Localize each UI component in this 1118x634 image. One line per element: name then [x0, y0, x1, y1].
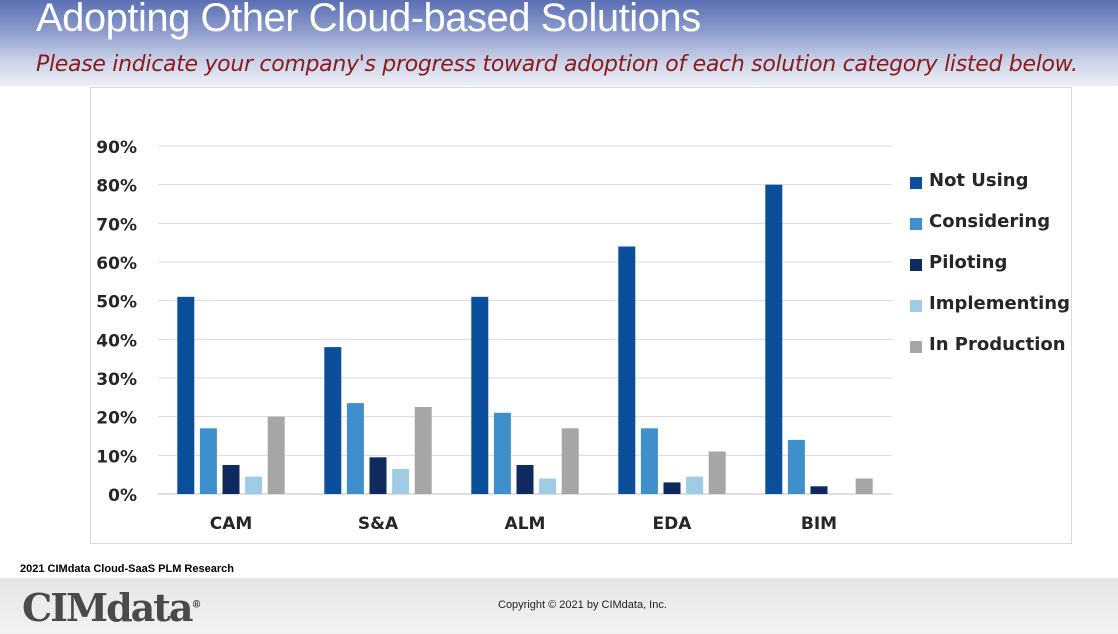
bar-piloting-bim — [810, 486, 828, 494]
bar-piloting-alm — [516, 465, 534, 494]
bar-in-production-cam — [267, 416, 285, 494]
y-tick-label: 40% — [96, 331, 137, 351]
header-banner: Adopting Other Cloud-based Solutions Ple… — [0, 0, 1118, 86]
legend-item: Piloting — [910, 250, 1070, 291]
x-category-label: EDA — [653, 514, 693, 534]
legend-swatch — [910, 218, 922, 230]
y-tick-label: 90% — [96, 138, 137, 158]
y-tick-label: 30% — [96, 370, 137, 390]
legend-swatch — [910, 341, 922, 353]
y-tick-label: 50% — [96, 293, 137, 313]
x-category-label: S&A — [358, 514, 399, 534]
legend-item: Implementing — [910, 291, 1070, 332]
y-tick-label: 60% — [96, 254, 137, 274]
chart-frame — [90, 87, 1072, 544]
bar-considering-bim — [787, 439, 805, 494]
bar-not-using-sa — [324, 347, 342, 494]
bar-implementing-eda — [686, 476, 704, 494]
legend-swatch — [910, 259, 922, 271]
bar-not-using-cam — [177, 296, 195, 494]
bar-piloting-eda — [663, 482, 681, 494]
page-subtitle: Please indicate your company's progress … — [36, 52, 1078, 77]
bar-considering-sa — [346, 403, 364, 494]
x-category-label: CAM — [210, 514, 253, 534]
bar-considering-alm — [493, 412, 511, 494]
bar-in-production-sa — [414, 407, 432, 494]
chart-legend: Not Using Considering Piloting Implementing… — [910, 168, 1070, 373]
bar-implementing-sa — [392, 468, 410, 494]
copyright-text: Copyright © 2021 by CIMdata, Inc. — [498, 599, 667, 611]
x-category-label: ALM — [505, 514, 546, 534]
bar-in-production-eda — [708, 451, 726, 494]
y-tick-label: 70% — [96, 215, 137, 235]
bar-in-production-bim — [855, 478, 873, 494]
source-note: 2021 CIMdata Cloud-SaaS PLM Research — [20, 563, 234, 575]
y-tick-label: 10% — [96, 447, 137, 467]
bar-piloting-sa — [369, 457, 387, 494]
y-tick-label: 80% — [96, 177, 137, 197]
logo-text: CIMdata — [22, 585, 193, 630]
logo-registered-mark: ® — [191, 599, 201, 611]
bar-piloting-cam — [222, 465, 240, 494]
legend-label: In Production — [929, 334, 1066, 355]
bar-not-using-alm — [471, 296, 489, 494]
legend-label: Piloting — [929, 252, 1008, 273]
legend-swatch — [910, 177, 922, 189]
footer-bar — [0, 578, 1118, 634]
cimdata-logo: CIMdata® — [22, 585, 201, 630]
bar-not-using-bim — [765, 184, 783, 494]
legend-swatch — [910, 300, 922, 312]
bar-not-using-eda — [618, 246, 636, 494]
y-tick-label: 20% — [96, 409, 137, 429]
bar-implementing-cam — [245, 476, 263, 494]
bar-in-production-alm — [561, 428, 579, 494]
bar-considering-eda — [640, 428, 658, 494]
legend-label: Implementing — [929, 293, 1070, 314]
y-tick-label: 0% — [108, 486, 137, 506]
bar-implementing-alm — [539, 478, 557, 494]
legend-item: Considering — [910, 209, 1070, 250]
legend-label: Not Using — [929, 170, 1029, 191]
legend-label: Considering — [929, 211, 1051, 232]
bar-considering-cam — [199, 428, 217, 494]
legend-item: In Production — [910, 332, 1070, 373]
page-title: Adopting Other Cloud-based Solutions — [36, 0, 701, 40]
legend-item: Not Using — [910, 168, 1070, 209]
x-category-label: BIM — [801, 514, 837, 534]
